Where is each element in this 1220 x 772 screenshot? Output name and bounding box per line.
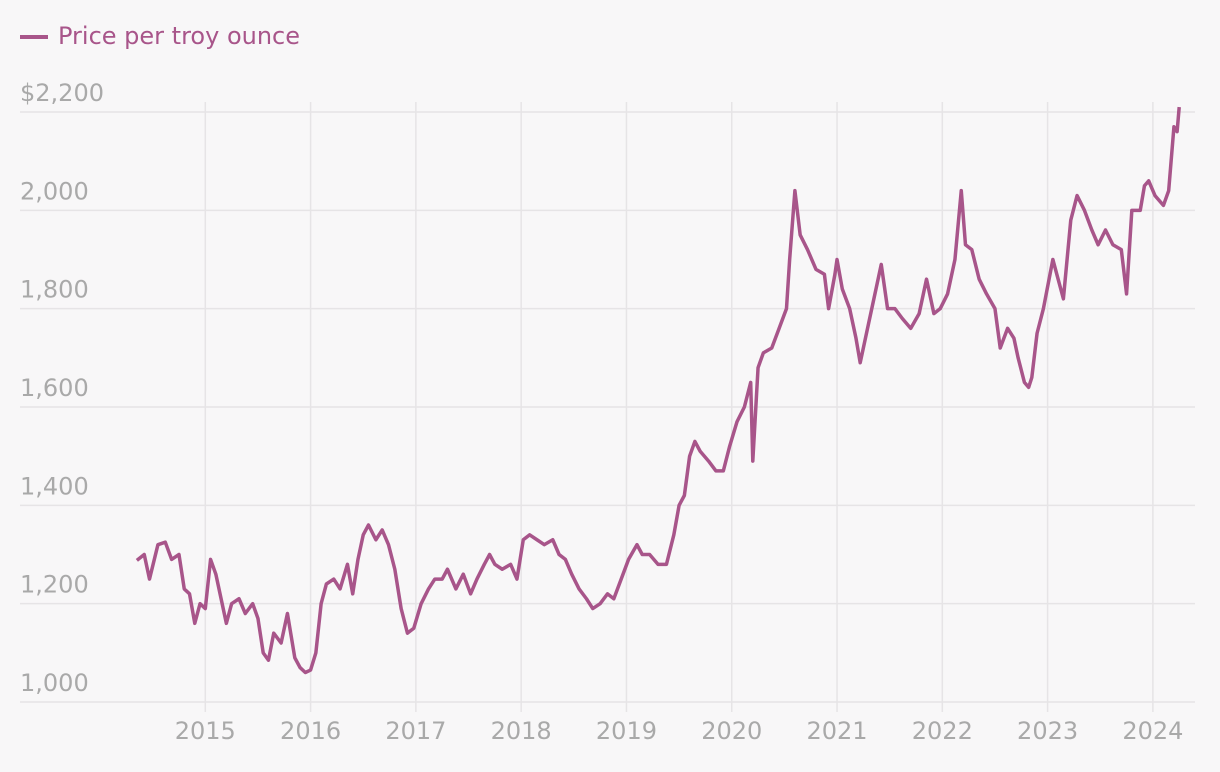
x-tick-label: 2021: [806, 717, 867, 745]
legend-label: Price per troy ounce: [58, 22, 300, 50]
x-tick-label: 2020: [701, 717, 762, 745]
y-tick-label: $2,200: [20, 79, 104, 107]
x-tick-label: 2016: [280, 717, 341, 745]
y-tick-label: 1,400: [20, 472, 89, 500]
x-tick-label: 2023: [1017, 717, 1078, 745]
x-tick-label: 2018: [491, 717, 552, 745]
x-tick-label: 2024: [1122, 717, 1183, 745]
x-tick-label: 2019: [596, 717, 657, 745]
y-tick-label: 2,000: [20, 177, 89, 205]
y-tick-label: 1,800: [20, 276, 89, 304]
price-line: [135, 106, 1181, 675]
x-tick-label: 2017: [385, 717, 446, 745]
x-tick-label: 2022: [912, 717, 973, 745]
y-tick-label: 1,200: [20, 571, 89, 599]
x-tick-label: 2015: [175, 717, 236, 745]
y-tick-label: 1,000: [20, 669, 89, 697]
y-tick-label: 1,600: [20, 374, 89, 402]
